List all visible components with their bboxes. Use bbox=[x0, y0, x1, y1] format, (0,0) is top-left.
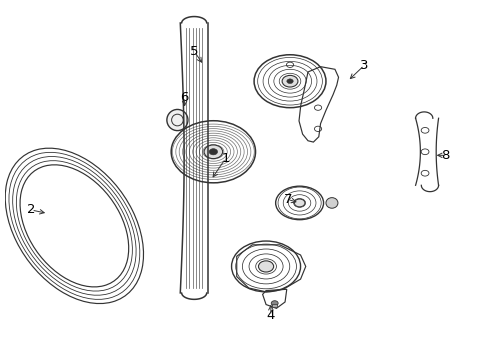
Text: 3: 3 bbox=[359, 59, 368, 72]
Circle shape bbox=[271, 301, 278, 306]
Text: 1: 1 bbox=[221, 152, 229, 165]
Text: 2: 2 bbox=[27, 203, 36, 216]
Bar bbox=[271, 304, 277, 307]
Ellipse shape bbox=[325, 198, 337, 208]
Circle shape bbox=[203, 145, 222, 159]
Circle shape bbox=[258, 261, 273, 272]
Text: 6: 6 bbox=[180, 91, 188, 104]
Text: 7: 7 bbox=[283, 193, 291, 206]
Text: 4: 4 bbox=[266, 309, 274, 322]
Text: 8: 8 bbox=[441, 149, 449, 162]
Circle shape bbox=[294, 199, 304, 207]
Circle shape bbox=[282, 75, 297, 87]
Text: 5: 5 bbox=[189, 45, 198, 58]
Ellipse shape bbox=[166, 109, 187, 131]
Circle shape bbox=[209, 149, 217, 155]
Circle shape bbox=[286, 79, 293, 84]
